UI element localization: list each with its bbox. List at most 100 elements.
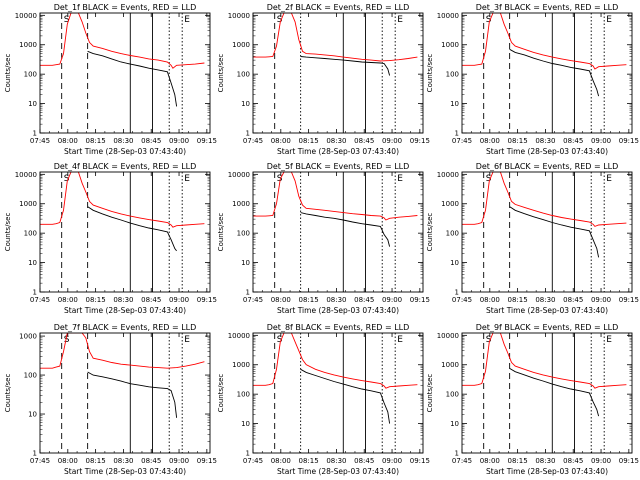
- chart-panel-3: Det_3f BLACK = Events, RED = LLD Counts/s…: [426, 3, 639, 156]
- x-tick-label: 08:15: [86, 457, 106, 465]
- series-group: [253, 172, 418, 247]
- x-tick-label: 09:00: [382, 457, 402, 465]
- x-tick-label: 08:45: [563, 296, 583, 304]
- x-axis-label: Start Time (28-Sep-03 07:43:40): [486, 147, 608, 156]
- lld-series-line: [253, 333, 418, 389]
- x-tick-label: 08:00: [271, 457, 291, 465]
- y-tick-label: 10000: [228, 171, 250, 179]
- x-tick-label: 09:15: [410, 457, 430, 465]
- y-tick-label: 1: [33, 130, 37, 138]
- y-tick-label: 1000: [441, 200, 459, 208]
- x-tick-label: 09:00: [382, 296, 402, 304]
- event-marker-label: E: [606, 15, 612, 25]
- y-tick-label: 100: [24, 71, 37, 79]
- y-axis-label: Counts/sec: [426, 54, 434, 93]
- lld-series-line: [40, 333, 205, 369]
- plot-frame: [461, 332, 633, 454]
- x-tick-label: 08:30: [326, 296, 346, 304]
- y-tick-label: 1000: [232, 361, 250, 369]
- x-tick-label: 09:15: [197, 137, 217, 145]
- event-marker-label: E: [397, 15, 403, 25]
- y-tick-label: 10: [241, 100, 250, 108]
- x-axis-label: Start Time (28-Sep-03 07:43:40): [277, 467, 399, 476]
- event-marker-label: E: [184, 174, 190, 184]
- x-tick-label: 07:45: [243, 457, 263, 465]
- y-tick-label: 100: [24, 230, 37, 238]
- event-marker-label: S: [64, 15, 70, 25]
- y-tick-label: 1000: [441, 361, 459, 369]
- events-series-line: [87, 50, 178, 107]
- plot-frame: [461, 12, 633, 134]
- y-axis-label: Counts/sec: [426, 374, 434, 413]
- x-tick-label: 08:30: [535, 457, 555, 465]
- events-series-line: [300, 212, 391, 247]
- plot-frame: [252, 332, 424, 454]
- series-group: [40, 333, 205, 418]
- y-tick-label: 1: [246, 130, 250, 138]
- x-tick-label: 09:15: [619, 457, 639, 465]
- chart-panel-2: Det_2f BLACK = Events, RED = LLD Counts/s…: [217, 3, 430, 156]
- chart-panel-9: Det_9f BLACK = Events, RED = LLD Counts/s…: [426, 323, 639, 476]
- events-series-line: [509, 206, 600, 258]
- y-tick-label: 10: [28, 259, 37, 267]
- y-tick-label: 100: [237, 230, 250, 238]
- y-tick-label: 10000: [228, 332, 250, 340]
- panel-title: Det_4f BLACK = Events, RED = LLD: [54, 162, 197, 171]
- x-tick-label: 09:00: [169, 457, 189, 465]
- x-tick-label: 08:00: [271, 296, 291, 304]
- panel-title: Det_5f BLACK = Events, RED = LLD: [267, 162, 410, 171]
- x-tick-label: 09:00: [169, 296, 189, 304]
- x-axis-label: Start Time (28-Sep-03 07:43:40): [64, 147, 186, 156]
- y-axis-label: Counts/sec: [4, 374, 12, 413]
- plot-frame: [252, 171, 424, 293]
- x-tick-label: 08:15: [299, 137, 319, 145]
- y-tick-label: 1000: [19, 333, 37, 341]
- x-tick-label: 08:45: [354, 457, 374, 465]
- x-tick-label: 08:00: [480, 137, 500, 145]
- event-marker-label: S: [277, 15, 283, 25]
- x-tick-label: 07:45: [243, 296, 263, 304]
- chart-panel-1: Det_1f BLACK = Events, RED = LLD Counts/s…: [4, 3, 217, 156]
- chart-panel-8: Det_8f BLACK = Events, RED = LLD Counts/s…: [217, 323, 430, 476]
- x-tick-label: 09:15: [197, 296, 217, 304]
- x-tick-label: 08:45: [141, 296, 161, 304]
- x-tick-label: 07:45: [30, 457, 50, 465]
- lld-series-line: [40, 172, 205, 228]
- y-tick-label: 10: [450, 259, 459, 267]
- events-series-line: [509, 48, 600, 97]
- y-tick-label: 100: [237, 71, 250, 79]
- chart-panel-4: Det_4f BLACK = Events, RED = LLD Counts/s…: [4, 162, 217, 315]
- panel-title: Det_9f BLACK = Events, RED = LLD: [476, 323, 619, 332]
- x-tick-label: 09:00: [591, 457, 611, 465]
- lld-series-line: [253, 172, 418, 221]
- x-tick-label: 08:45: [354, 296, 374, 304]
- plot-frame: [39, 332, 211, 454]
- series-group: [462, 172, 627, 258]
- series-group: [40, 13, 205, 107]
- y-tick-label: 100: [446, 71, 459, 79]
- x-axis-label: Start Time (28-Sep-03 07:43:40): [64, 306, 186, 315]
- series-group: [462, 13, 627, 97]
- y-tick-label: 10000: [15, 12, 37, 20]
- y-tick-label: 1: [33, 289, 37, 297]
- x-axis-label: Start Time (28-Sep-03 07:43:40): [486, 467, 608, 476]
- panel-title: Det_7f BLACK = Events, RED = LLD: [54, 323, 197, 332]
- y-tick-label: 10: [241, 420, 250, 428]
- y-tick-label: 1: [246, 289, 250, 297]
- y-axis-label: Counts/sec: [217, 213, 225, 252]
- x-tick-label: 08:15: [86, 296, 106, 304]
- event-marker-label: S: [277, 335, 283, 345]
- y-tick-label: 1: [33, 450, 37, 458]
- event-marker-label: E: [606, 335, 612, 345]
- x-tick-label: 08:30: [113, 137, 133, 145]
- y-axis-label: Counts/sec: [426, 213, 434, 252]
- x-tick-label: 08:00: [480, 296, 500, 304]
- y-tick-label: 1: [246, 450, 250, 458]
- x-tick-label: 09:15: [410, 137, 430, 145]
- series-group: [462, 333, 627, 417]
- y-tick-label: 10: [28, 411, 37, 419]
- x-tick-label: 07:45: [452, 296, 472, 304]
- event-marker-label: S: [64, 174, 70, 184]
- event-marker-label: E: [184, 15, 190, 25]
